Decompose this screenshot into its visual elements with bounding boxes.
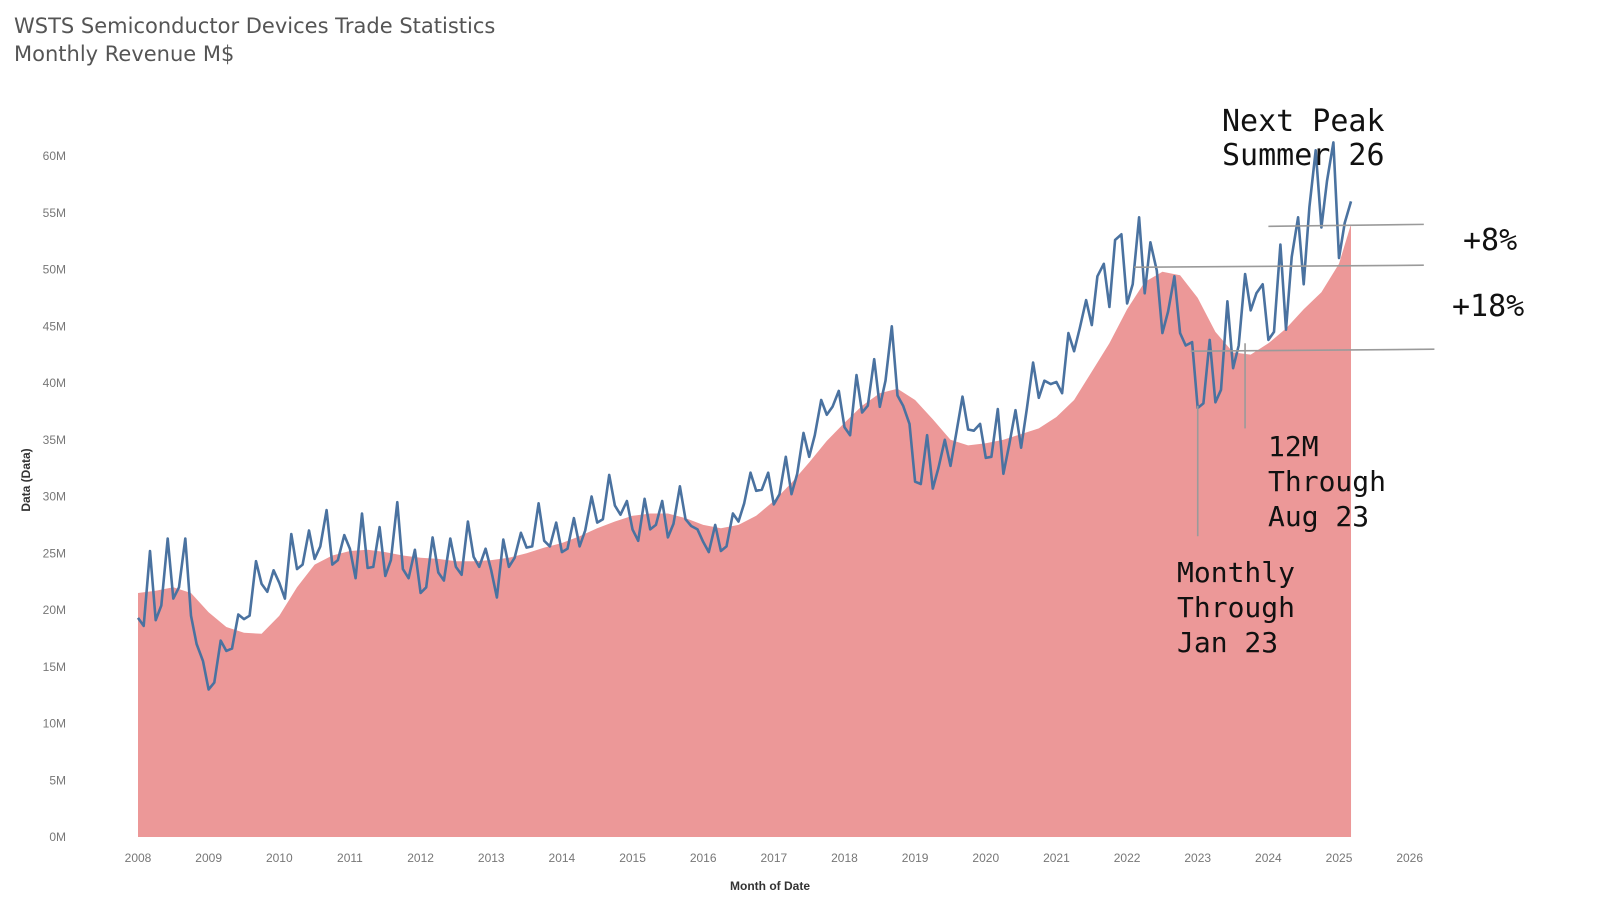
y-tick-label: 45M xyxy=(43,319,66,333)
x-tick-label: 2022 xyxy=(1114,851,1141,865)
x-tick-label: 2011 xyxy=(337,851,363,865)
annotation-12m-through-line-1: 12M xyxy=(1268,430,1319,463)
x-tick-label: 2020 xyxy=(972,851,999,865)
level-current-line xyxy=(1268,223,1424,228)
x-axis-title: Month of Date xyxy=(730,879,810,893)
annotation-monthly-through-line-1: Monthly xyxy=(1177,556,1295,589)
level-trough-line xyxy=(1190,348,1435,353)
x-tick-label: 2021 xyxy=(1043,851,1070,865)
x-tick-label: 2015 xyxy=(619,851,646,865)
y-tick-label: 60M xyxy=(43,149,66,163)
y-tick-label: 50M xyxy=(43,263,66,277)
series-12m-area xyxy=(138,224,1352,838)
y-tick-label: 0M xyxy=(49,830,66,844)
y-tick-label: 15M xyxy=(43,660,66,674)
x-tick-label: 2019 xyxy=(902,851,929,865)
y-axis-title: Data (Data) xyxy=(19,448,33,511)
chart-title: WSTS Semiconductor Devices Trade Statist… xyxy=(14,12,495,68)
x-tick-label: 2025 xyxy=(1326,851,1353,865)
y-tick-label: 10M xyxy=(43,717,66,731)
annotation-plus-18-line-1: +18% xyxy=(1452,289,1524,324)
x-tick-label: 2012 xyxy=(407,851,434,865)
y-tick-label: 25M xyxy=(43,546,66,560)
x-tick-label: 2018 xyxy=(831,851,858,865)
x-tick-label: 2013 xyxy=(478,851,505,865)
y-tick-label: 5M xyxy=(49,773,66,787)
plot-area xyxy=(136,141,1353,838)
x-tick-label: 2016 xyxy=(690,851,717,865)
y-axis: 0M 5M 10M 15M 20M 25M 30M 35M 40M 45M 50M 55M 60M xyxy=(43,149,66,844)
y-tick-label: 40M xyxy=(43,376,66,390)
y-tick-label: 55M xyxy=(43,206,66,220)
annotation-monthly-through-line-3: Jan 23 xyxy=(1177,626,1278,659)
x-tick-label: 2008 xyxy=(125,851,152,865)
y-tick-label: 35M xyxy=(43,433,66,447)
x-axis: 2008 2009 2010 2011 2012 2013 2014 2015 2016 2017… xyxy=(125,851,1424,865)
x-tick-label: 2026 xyxy=(1396,851,1423,865)
x-tick-label: 2014 xyxy=(549,851,576,865)
x-tick-label: 2017 xyxy=(760,851,787,865)
y-tick-label: 30M xyxy=(43,490,66,504)
title-line-2: Monthly Revenue M$ xyxy=(14,42,235,66)
annotation-12m-through-line-2: Through xyxy=(1268,465,1386,498)
series-monthly-line xyxy=(136,141,1353,691)
annotation-next-peak-line-1: Next Peak xyxy=(1222,104,1385,139)
title-line-1: WSTS Semiconductor Devices Trade Statist… xyxy=(14,14,496,38)
annotation-next-peak-line-2: Summer 26 xyxy=(1222,138,1385,173)
annotation-monthly-through-line-2: Through xyxy=(1177,591,1295,624)
x-tick-label: 2024 xyxy=(1255,851,1282,865)
y-tick-label: 20M xyxy=(43,603,66,617)
annotation-plus-8-line-1: +8% xyxy=(1463,223,1517,258)
annotation-12m-through-line-3: Aug 23 xyxy=(1268,500,1369,533)
level-prior-peak-line xyxy=(1134,264,1424,269)
x-tick-label: 2009 xyxy=(195,851,222,865)
x-tick-label: 2010 xyxy=(266,851,293,865)
x-tick-label: 2023 xyxy=(1184,851,1211,865)
